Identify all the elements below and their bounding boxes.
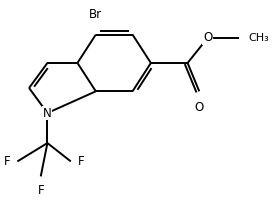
Text: N: N (43, 107, 52, 119)
Text: CH₃: CH₃ (249, 33, 269, 43)
Text: O: O (195, 101, 204, 114)
Text: Br: Br (89, 8, 102, 21)
Text: F: F (38, 184, 44, 197)
Text: O: O (203, 32, 212, 44)
Text: F: F (78, 155, 85, 168)
Text: F: F (3, 155, 10, 168)
